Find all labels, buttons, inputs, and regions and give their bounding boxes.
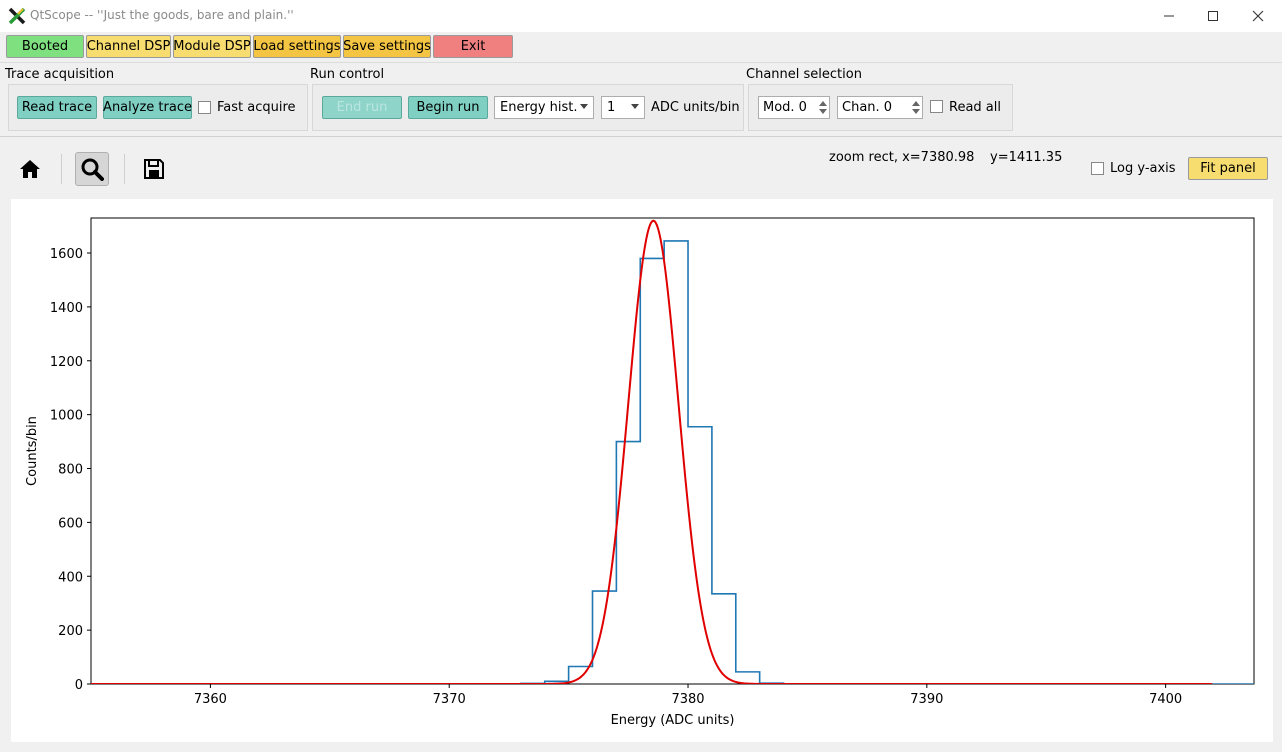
trace-acquisition-title: Trace acquisition bbox=[5, 67, 115, 82]
x-tick-label: 7380 bbox=[671, 692, 704, 707]
energy-histogram-chart: 7360 7370 7380 7390 7400 0 200 400 600 800 1000 120… bbox=[25, 217, 1255, 728]
channel-dsp-button[interactable]: Channel DSP bbox=[86, 35, 171, 58]
spin-down-icon[interactable] bbox=[819, 109, 827, 114]
toolbar-divider bbox=[61, 154, 62, 184]
save-settings-button[interactable]: Save settings bbox=[343, 35, 431, 58]
home-icon[interactable] bbox=[13, 152, 47, 186]
end-run-button[interactable]: End run bbox=[322, 96, 402, 119]
close-icon[interactable] bbox=[1235, 0, 1281, 32]
chevron-down-icon bbox=[580, 104, 588, 109]
spin-up-icon[interactable] bbox=[819, 101, 827, 106]
exit-button[interactable]: Exit bbox=[433, 35, 513, 58]
separator bbox=[0, 62, 1282, 63]
toolbar-divider bbox=[124, 154, 125, 184]
zoom-status-x: zoom rect, x=7380.98 bbox=[829, 150, 975, 165]
title-bar bbox=[0, 0, 1282, 32]
zoom-status-y: y=1411.35 bbox=[990, 150, 1063, 165]
axes-frame bbox=[90, 217, 1255, 685]
separator bbox=[0, 136, 1282, 137]
x-axis-label: Energy (ADC units) bbox=[611, 713, 735, 728]
x-tick-label: 7400 bbox=[1149, 692, 1182, 707]
y-axis-label: Counts/bin bbox=[25, 416, 40, 486]
begin-run-button[interactable]: Begin run bbox=[408, 96, 488, 119]
booted-button[interactable]: Booted bbox=[6, 35, 84, 58]
zoom-icon[interactable] bbox=[75, 152, 109, 186]
y-tick-label: 800 bbox=[58, 463, 83, 478]
read-all-label: Read all bbox=[949, 100, 1001, 115]
fast-acquire-checkbox[interactable] bbox=[198, 101, 211, 114]
window-title: QtScope -- ''Just the goods, bare and pl… bbox=[30, 8, 294, 22]
run-mode-select[interactable]: Energy hist. bbox=[494, 96, 594, 119]
x-tick-label: 7390 bbox=[910, 692, 943, 707]
fit-panel-button[interactable]: Fit panel bbox=[1188, 157, 1268, 180]
channel-spinbox[interactable]: Chan. 0 bbox=[837, 96, 923, 119]
y-tick-label: 600 bbox=[58, 516, 83, 531]
spin-down-icon[interactable] bbox=[912, 109, 920, 114]
fast-acquire-label: Fast acquire bbox=[217, 100, 296, 115]
module-dsp-button[interactable]: Module DSP bbox=[173, 35, 251, 58]
read-all-checkbox[interactable] bbox=[930, 100, 943, 113]
log-y-checkbox[interactable] bbox=[1091, 162, 1104, 175]
x-tick-label: 7370 bbox=[433, 692, 466, 707]
binning-select[interactable]: 1 bbox=[601, 96, 645, 119]
spin-up-icon[interactable] bbox=[912, 101, 920, 106]
x-tick-label: 7360 bbox=[194, 692, 227, 707]
load-settings-button[interactable]: Load settings bbox=[253, 35, 341, 58]
log-y-label: Log y-axis bbox=[1110, 161, 1176, 176]
read-trace-button[interactable]: Read trace bbox=[17, 96, 97, 119]
minimize-icon[interactable] bbox=[1146, 0, 1192, 32]
y-tick-label: 400 bbox=[58, 570, 83, 585]
binning-units-label: ADC units/bin bbox=[651, 100, 740, 115]
histogram-series bbox=[91, 240, 1254, 684]
plot-canvas[interactable]: 7360 7370 7380 7390 7400 0 200 400 600 800 1000 120… bbox=[11, 199, 1273, 742]
y-tick-label: 200 bbox=[58, 624, 83, 639]
y-tick-label: 1000 bbox=[50, 409, 83, 424]
gaussian-fit-series bbox=[91, 219, 1213, 684]
channel-selection-title: Channel selection bbox=[746, 67, 862, 82]
y-tick-label: 1600 bbox=[50, 247, 83, 262]
y-tick-label: 1400 bbox=[50, 301, 83, 316]
maximize-icon[interactable] bbox=[1190, 0, 1236, 32]
save-icon[interactable] bbox=[137, 152, 171, 186]
analyze-trace-button[interactable]: Analyze trace bbox=[103, 96, 192, 119]
run-control-title: Run control bbox=[310, 67, 385, 82]
module-spinbox[interactable]: Mod. 0 bbox=[758, 96, 830, 119]
y-tick-label: 1200 bbox=[50, 355, 83, 370]
chevron-down-icon bbox=[631, 104, 639, 109]
app-icon bbox=[8, 7, 26, 25]
y-tick-label: 0 bbox=[75, 678, 83, 693]
